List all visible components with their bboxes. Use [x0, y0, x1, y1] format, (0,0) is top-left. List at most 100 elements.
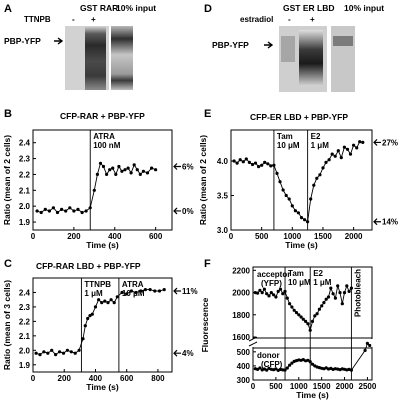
percent-label: 14% [382, 218, 398, 227]
data-point [260, 163, 264, 167]
y-axis-label: Ratio (mean of 3 cells) [2, 280, 12, 370]
data-point [95, 172, 99, 176]
event-label: 10 μM [277, 141, 300, 150]
data-point [38, 353, 42, 357]
gel-header: GST RAR [80, 3, 118, 13]
data-point [349, 286, 353, 290]
data-point [339, 156, 343, 160]
data-point [34, 351, 38, 355]
y-tick-label: 4.0 [217, 157, 229, 166]
data-point [290, 361, 294, 365]
data-point [331, 292, 335, 296]
series-s0 [35, 161, 158, 215]
y-tick-label: 1.9 [19, 361, 31, 370]
percent-label: 0% [182, 207, 194, 216]
gel-band-smear [85, 26, 106, 90]
y-axis-label: Ratio (mean of 2 cells) [2, 135, 12, 225]
y-tick-label: 2.1 [19, 186, 31, 195]
data-point [97, 298, 101, 302]
data-point [345, 147, 350, 151]
data-point [275, 171, 279, 175]
event-label: Tam [277, 132, 293, 141]
y-tick-label: 2200 [232, 266, 250, 275]
data-point [55, 210, 60, 215]
data-point [368, 343, 372, 348]
lane-sign-minus: - [288, 15, 291, 24]
data-point [294, 311, 299, 315]
y-tick-label: 2.3 [19, 155, 31, 164]
panel-letter: C [4, 258, 12, 270]
data-point [301, 317, 305, 321]
x-tick-label: 400 [108, 232, 122, 241]
data-point [322, 301, 326, 305]
data-point [284, 193, 288, 198]
data-point [315, 176, 319, 180]
y-axis-label: Fluorescence [200, 297, 210, 352]
x-tick-label: 0 [251, 382, 256, 391]
data-point [348, 152, 353, 156]
x-tick-label: 600 [149, 232, 163, 241]
input-blot [331, 26, 355, 92]
data-point [241, 160, 245, 164]
y-axis-label: Ratio (mean of 2 cells) [198, 135, 208, 225]
input-band [333, 36, 353, 46]
arrow-left-icon [173, 349, 181, 357]
x-tick-label: 0 [31, 374, 36, 383]
data-point [263, 160, 267, 164]
data-point [317, 307, 321, 311]
data-point [88, 206, 92, 210]
data-point [330, 152, 334, 156]
data-point [105, 172, 109, 176]
y-tick-label: 2.0 [19, 346, 31, 355]
percent-label: 27% [382, 138, 398, 147]
data-point [297, 313, 301, 317]
event-label: ATRA [93, 132, 115, 141]
data-point [257, 165, 261, 169]
percent-label: 6% [182, 163, 194, 172]
series-s0 [34, 288, 166, 357]
data-point [321, 166, 325, 170]
data-point [306, 322, 310, 326]
data-point [135, 168, 139, 172]
x-tick-label: 500 [269, 382, 283, 391]
data-point [143, 288, 147, 292]
data-point [265, 292, 269, 296]
data-point [342, 291, 347, 295]
data-point [72, 209, 76, 213]
data-point [126, 166, 130, 170]
x-axis-label: Time (s) [86, 382, 119, 392]
y-tick-label: 1600 [232, 333, 250, 342]
x-tick-label: 800 [151, 374, 165, 383]
y-tick-label: 1800 [232, 311, 250, 320]
data-point [253, 161, 258, 165]
data-point [338, 291, 342, 295]
event-label: 1 μM [311, 141, 330, 150]
event-label: E2 [311, 132, 321, 141]
x-tick-label: 200 [67, 232, 81, 241]
data-point [77, 348, 81, 352]
data-point [342, 145, 346, 149]
data-point [81, 337, 85, 341]
axis-break-mark [248, 341, 258, 347]
data-point [139, 289, 143, 293]
data-point [256, 367, 260, 371]
x-axis-label: Time (s) [296, 390, 329, 400]
data-point [290, 305, 294, 309]
y-tick-label: 2.4 [19, 139, 31, 148]
data-point [115, 295, 119, 299]
data-point [83, 324, 87, 328]
axis-break-gap [249, 339, 376, 347]
data-point [148, 288, 152, 292]
plot-frame [252, 266, 373, 381]
data-point [112, 301, 116, 305]
arrow-left-icon [173, 207, 181, 215]
plots: B CFP-RAR + PBP-YFP 0 200 400 600 1.9 2.0 2.1 2.2… [2, 108, 398, 400]
panel-letter: E [204, 108, 211, 120]
data-point [358, 140, 362, 144]
plot-frame [230, 129, 373, 231]
data-point [90, 312, 94, 316]
data-point [129, 171, 133, 175]
data-point [310, 362, 315, 366]
data-point [108, 168, 112, 172]
data-point [54, 353, 58, 357]
